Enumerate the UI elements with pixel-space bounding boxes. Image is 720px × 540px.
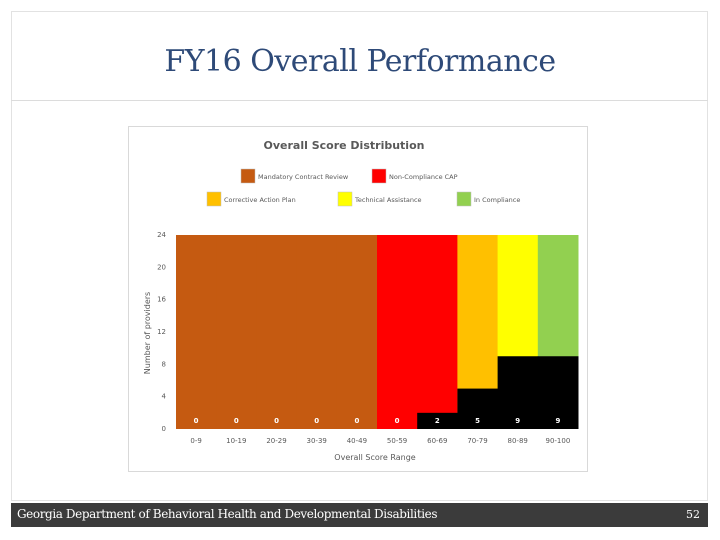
x-tick-70-79: 70-79	[467, 437, 487, 445]
data-label-40-49: 0	[354, 417, 359, 425]
band-60-69	[417, 235, 458, 429]
chart-title: Overall Score Distribution	[264, 139, 425, 152]
slide-frame	[11, 11, 708, 501]
slide-title: FY16 Overall Performance	[164, 44, 556, 79]
x-tick-10-19: 10-19	[226, 437, 246, 445]
data-label-0-9: 0	[194, 417, 199, 425]
y-tick-8: 8	[162, 360, 166, 368]
bar-60-69	[417, 412, 458, 429]
legend-label-corrective-action-plan: Corrective Action Plan	[224, 196, 296, 204]
x-axis-label: Overall Score Range	[334, 453, 416, 462]
bar-90-100	[537, 356, 579, 429]
y-axis-label: Number of providers	[143, 292, 152, 374]
page-number: 52	[686, 508, 700, 521]
legend-swatch-non-compliance-cap	[371, 168, 387, 184]
band-50-59	[377, 235, 418, 429]
x-tick-0-9: 0-9	[190, 437, 201, 445]
score-distribution-chart: Overall Score Distribution Mandatory Con…	[143, 139, 579, 462]
data-label-80-89: 9	[515, 417, 520, 425]
bar-series: 0 0 0 0 0 0 2 5 9 9	[194, 356, 579, 429]
data-label-70-79: 5	[475, 417, 480, 425]
legend-swatch-in-compliance	[456, 191, 472, 207]
x-tick-40-49: 40-49	[347, 437, 367, 445]
legend-swatch-corrective-action-plan	[206, 191, 222, 207]
data-label-90-100: 9	[555, 417, 560, 425]
data-label-20-29: 0	[274, 417, 279, 425]
y-tick-0: 0	[162, 425, 166, 433]
data-label-50-59: 0	[395, 417, 400, 425]
y-tick-4: 4	[162, 393, 167, 401]
x-tick-60-69: 60-69	[427, 437, 447, 445]
legend-label-mandatory-contract-review: Mandatory Contract Review	[258, 173, 349, 181]
legend-swatch-mandatory-contract-review	[240, 168, 256, 184]
x-tick-30-39: 30-39	[307, 437, 327, 445]
y-tick-24: 24	[157, 231, 166, 239]
band-20-29	[256, 235, 298, 429]
footer-text: Georgia Department of Behavioral Health …	[17, 507, 438, 521]
band-40-49	[336, 235, 378, 429]
chart-legend: Mandatory Contract Review Non-Compliance …	[206, 168, 520, 207]
band-10-19	[216, 235, 257, 429]
band-30-39	[296, 235, 338, 429]
bar-80-89	[497, 356, 539, 429]
y-tick-16: 16	[157, 296, 166, 304]
x-tick-90-100: 90-100	[546, 437, 571, 445]
footer-bar: Georgia Department of Behavioral Health …	[11, 503, 708, 527]
y-tick-20: 20	[157, 263, 166, 271]
x-tick-20-29: 20-29	[266, 437, 286, 445]
data-label-60-69: 2	[435, 417, 440, 425]
x-tick-50-59: 50-59	[387, 437, 407, 445]
data-label-10-19: 0	[234, 417, 239, 425]
x-tick-80-89: 80-89	[508, 437, 528, 445]
legend-label-technical-assistance: Technical Assistance	[354, 196, 422, 204]
bar-70-79	[457, 388, 499, 429]
legend-label-non-compliance-cap: Non-Compliance CAP	[389, 173, 458, 181]
data-label-30-39: 0	[314, 417, 319, 425]
y-tick-12: 12	[157, 328, 166, 336]
legend-label-in-compliance: In Compliance	[474, 196, 520, 204]
band-0-9	[176, 235, 217, 429]
legend-swatch-technical-assistance	[337, 191, 353, 207]
chart-container: Overall Score Distribution Mandatory Con…	[128, 126, 588, 472]
title-area	[11, 11, 708, 101]
